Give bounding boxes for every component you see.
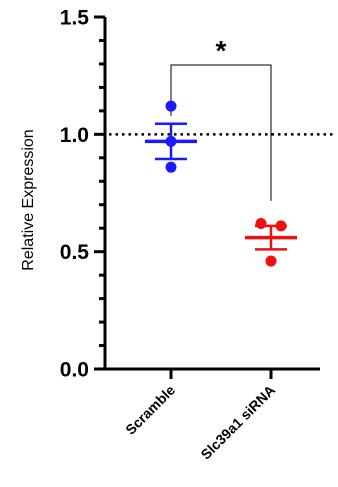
x-tick-label: Scramble xyxy=(122,382,178,438)
significance-label: * xyxy=(216,35,227,66)
y-axis-ticks: 0.0 0.5 1.0 1.5 xyxy=(60,7,105,382)
x-tick-label: Slc39a1 siRNA xyxy=(197,382,278,463)
x-axis-ticks: Scramble Slc39a1 siRNA xyxy=(122,369,278,462)
y-axis-label: Relative Expression xyxy=(20,129,37,270)
data-point xyxy=(255,218,267,230)
data-point xyxy=(165,135,177,147)
y-tick-label: 0.5 xyxy=(60,241,90,264)
y-tick-label: 0.0 xyxy=(60,359,89,382)
y-tick-label: 1.5 xyxy=(60,7,90,30)
data-point xyxy=(265,255,277,267)
bracket-line xyxy=(170,64,272,201)
data-groups xyxy=(145,100,297,267)
y-tick-label: 1.0 xyxy=(60,124,89,147)
significance-bracket xyxy=(170,64,272,201)
data-point xyxy=(275,220,287,232)
group-0 xyxy=(145,100,197,173)
data-point xyxy=(165,100,177,112)
data-point xyxy=(165,161,177,173)
group-1 xyxy=(245,218,297,267)
